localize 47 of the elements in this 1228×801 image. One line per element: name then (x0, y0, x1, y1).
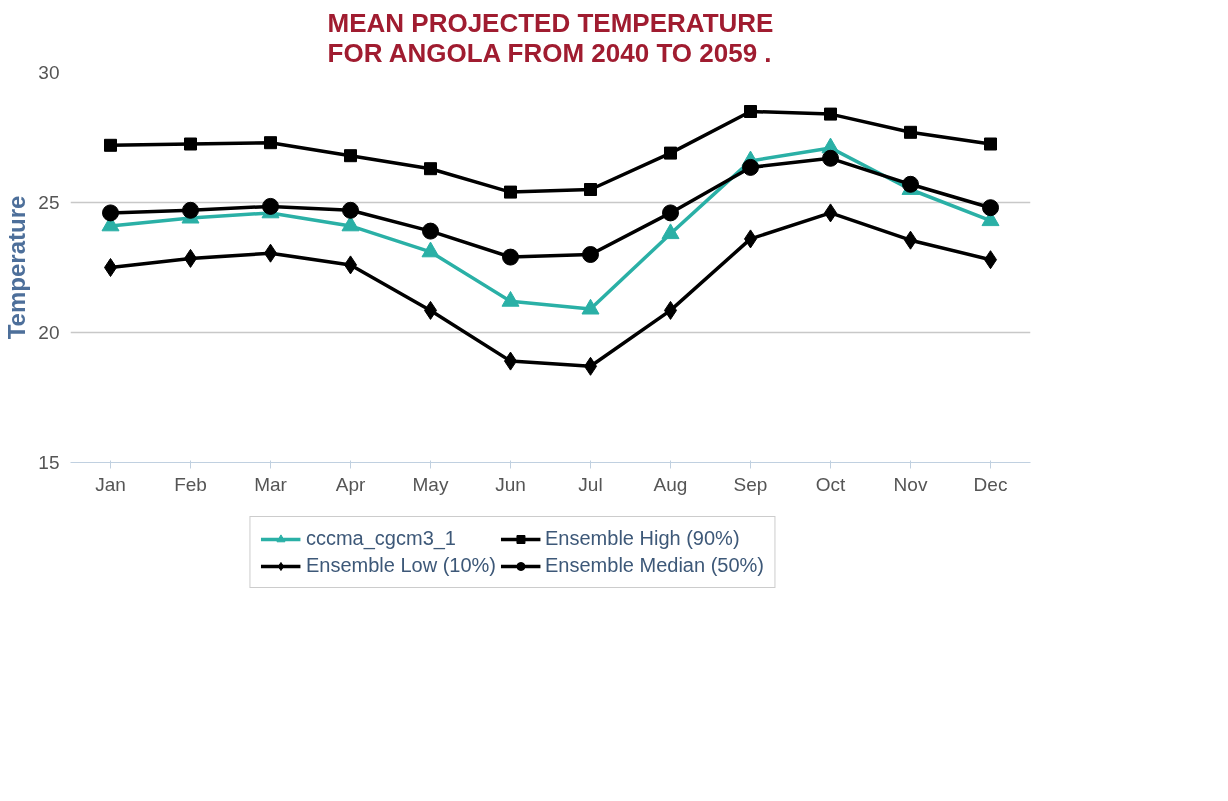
point (584, 183, 597, 196)
x-tick-label: Apr (335, 473, 366, 495)
point (744, 105, 757, 118)
point (422, 222, 439, 240)
legend-label: Ensemble Median (50%) (545, 554, 765, 577)
y-tick-label: 15 (38, 452, 60, 473)
x-tick-label: Jun (495, 473, 526, 495)
point (344, 149, 357, 163)
point (824, 107, 837, 121)
point (661, 223, 680, 240)
point (984, 137, 997, 151)
y-tick-label: 30 (38, 62, 60, 83)
x-tick-label: Feb (174, 473, 207, 495)
point (102, 204, 119, 222)
point (664, 146, 677, 160)
point (902, 175, 919, 193)
point (424, 162, 437, 176)
legend-label: Ensemble High (90%) (545, 527, 740, 550)
x-tick-label: May (412, 473, 449, 495)
x-tick-label: Jul (578, 473, 603, 495)
point (904, 125, 917, 139)
point (822, 149, 839, 167)
legend-label: Ensemble Low (10%) (305, 554, 497, 577)
chart-title: MEAN PROJECTED TEMPERATURE FOR ANGOLA FROM 2040 TO 2059 . (327, 7, 774, 68)
point (502, 248, 519, 266)
point (104, 138, 117, 152)
y-tick-label: 25 (38, 192, 60, 213)
point (264, 136, 277, 150)
point (182, 201, 199, 219)
x-tick-label: Dec (973, 473, 1008, 495)
x-tick-label: Jan (95, 473, 126, 495)
y-axis-title: Temperature (3, 195, 31, 340)
point (504, 185, 517, 199)
x-tick-label: Aug (653, 473, 688, 495)
point (262, 197, 279, 215)
legend-label: cccma_cgcm3_1 (305, 527, 456, 550)
point (982, 199, 999, 217)
point (662, 204, 679, 222)
point (342, 201, 359, 219)
x-tick-label: Mar (254, 473, 288, 495)
x-tick-label: Oct (815, 473, 846, 495)
point (742, 158, 759, 176)
x-tick-label: Nov (893, 473, 928, 495)
point (582, 246, 599, 263)
y-tick-label: 20 (38, 322, 60, 343)
point (184, 137, 197, 151)
x-tick-label: Sep (733, 473, 768, 495)
